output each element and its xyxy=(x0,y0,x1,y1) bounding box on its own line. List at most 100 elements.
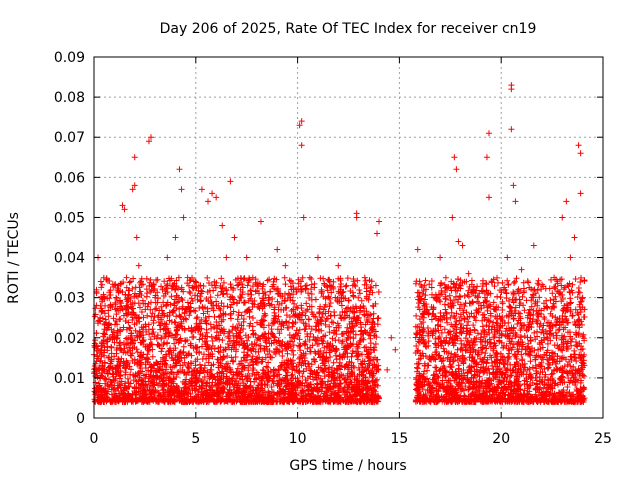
band-point xyxy=(328,289,335,296)
band-point xyxy=(352,322,359,329)
band-point xyxy=(156,392,163,399)
band-point xyxy=(204,396,211,403)
band-point xyxy=(348,397,355,404)
band-point xyxy=(137,385,144,392)
band-point xyxy=(261,313,268,320)
band-point xyxy=(131,300,138,307)
band-point xyxy=(250,386,257,393)
band-point xyxy=(160,341,167,348)
band-point xyxy=(343,308,350,315)
band-point xyxy=(313,376,320,383)
band-point xyxy=(198,316,205,323)
band-point xyxy=(266,391,273,398)
band-point xyxy=(413,312,420,319)
band-point xyxy=(234,316,241,323)
band-point xyxy=(282,346,289,353)
band-point xyxy=(330,278,337,285)
band-point xyxy=(354,277,361,284)
band-point xyxy=(289,297,296,304)
band-point xyxy=(300,368,307,375)
band-point xyxy=(205,351,212,358)
band-point xyxy=(369,289,376,296)
band-point xyxy=(217,362,224,369)
band-point xyxy=(185,369,192,376)
band-point xyxy=(199,335,206,342)
band-point xyxy=(169,355,176,362)
band-point xyxy=(229,342,236,349)
band-point xyxy=(219,337,226,344)
band-point xyxy=(137,304,144,311)
band-point xyxy=(235,281,242,288)
band-point xyxy=(153,277,160,284)
band-point xyxy=(207,294,214,301)
band-point xyxy=(192,370,199,377)
band-point xyxy=(93,387,100,394)
band-point xyxy=(118,378,125,385)
band-point xyxy=(118,304,125,311)
band-point xyxy=(572,276,579,283)
band-point xyxy=(158,303,165,310)
band-point xyxy=(190,307,197,314)
band-point xyxy=(197,330,204,337)
band-point xyxy=(216,313,223,320)
band-point xyxy=(161,320,168,327)
band-point xyxy=(202,314,209,321)
band-point xyxy=(308,361,315,368)
band-point xyxy=(96,385,103,392)
band-point xyxy=(244,375,251,382)
band-point xyxy=(373,363,380,370)
band-point xyxy=(176,337,183,344)
band-point xyxy=(186,288,193,295)
band-point xyxy=(372,328,379,335)
band-point xyxy=(363,367,370,374)
band-point xyxy=(259,285,266,292)
band-point xyxy=(288,347,295,354)
band-point xyxy=(106,289,113,296)
band-point xyxy=(161,278,168,285)
band-point xyxy=(337,314,344,321)
band-point xyxy=(297,283,304,290)
band-point xyxy=(236,369,243,376)
band-point xyxy=(129,345,136,352)
band-point xyxy=(161,333,168,340)
band-point xyxy=(301,357,308,364)
band-point xyxy=(217,288,224,295)
band-point xyxy=(124,295,131,302)
band-point xyxy=(324,398,331,405)
band-point xyxy=(312,327,319,334)
band-point xyxy=(101,326,108,333)
band-point xyxy=(131,388,138,395)
band-point xyxy=(269,330,276,337)
band-point xyxy=(276,330,283,337)
band-point xyxy=(142,391,149,398)
band-point xyxy=(269,320,276,327)
band-point xyxy=(291,300,298,307)
band-point xyxy=(284,360,291,367)
band-point xyxy=(185,282,192,289)
band-point xyxy=(114,365,121,372)
band-point xyxy=(198,297,204,304)
band-point xyxy=(549,370,556,377)
band-point xyxy=(242,357,249,364)
band-point xyxy=(332,345,339,352)
band-point xyxy=(268,384,275,391)
band-point xyxy=(205,279,212,286)
band-point xyxy=(120,358,127,365)
band-point xyxy=(344,374,351,381)
band-point xyxy=(369,391,376,398)
band-point xyxy=(99,315,106,322)
band-point xyxy=(322,310,329,317)
band-point xyxy=(113,350,120,357)
band-point xyxy=(164,370,171,377)
band-point xyxy=(210,391,217,398)
band-point xyxy=(297,347,304,354)
band-point xyxy=(216,369,223,376)
band-point xyxy=(326,283,333,290)
band-point xyxy=(442,274,449,281)
band-point xyxy=(306,337,313,344)
band-point xyxy=(302,376,309,383)
band-point xyxy=(174,323,181,330)
band-point xyxy=(360,303,367,310)
band-point xyxy=(208,300,215,307)
band-point xyxy=(117,339,124,346)
